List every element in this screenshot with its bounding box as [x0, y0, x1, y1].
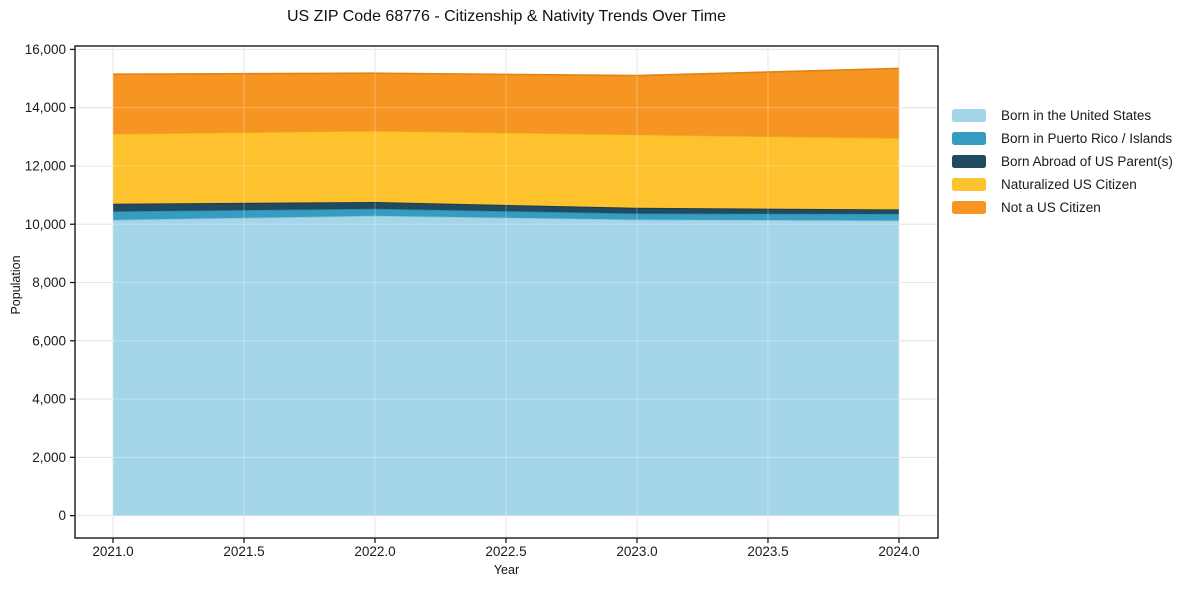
legend-swatch-icon	[952, 201, 986, 214]
y-tick-label: 0	[58, 508, 66, 523]
x-tick-label: 2023.0	[616, 544, 657, 559]
legend-item-born-in-puerto-rico-islands: Born in Puerto Rico / Islands	[952, 127, 1173, 150]
x-axis-label: Year	[493, 563, 520, 577]
area-edge-not-a-us-citizen	[112, 67, 900, 77]
x-tick-label: 2021.5	[223, 544, 264, 559]
legend-item-not-a-us-citizen: Not a US Citizen	[952, 196, 1173, 219]
x-tick-label: 2022.0	[354, 544, 395, 559]
stacked-areas	[112, 67, 900, 516]
area-naturalized-us-citizen	[113, 130, 899, 210]
y-axis-label: Population	[9, 255, 23, 315]
legend-swatch-icon	[952, 155, 986, 168]
y-tick-label: 10,000	[25, 217, 66, 232]
legend-swatch-icon	[952, 109, 986, 122]
legend-item-label: Born in the United States	[1001, 108, 1152, 123]
legend-item-born-in-the-united-states: Born in the United States	[952, 104, 1173, 127]
legend-swatch-icon	[952, 132, 986, 145]
y-tick-label: 2,000	[32, 450, 66, 465]
legend-item-label: Not a US Citizen	[1001, 200, 1101, 215]
x-tick-label: 2021.0	[92, 544, 133, 559]
gridlines-overlay	[75, 46, 938, 538]
area-born-in-the-united-states	[113, 215, 899, 516]
y-tick-label: 16,000	[25, 42, 66, 57]
y-tick-label: 4,000	[32, 392, 66, 407]
y-tick-label: 8,000	[32, 275, 66, 290]
legend-swatch-icon	[952, 178, 986, 191]
legend-item-label: Born in Puerto Rico / Islands	[1001, 131, 1173, 146]
area-born-in-puerto-rico-islands	[113, 208, 899, 221]
legend: Born in the United States Born in Puerto …	[952, 104, 1173, 219]
legend-item-label: Born Abroad of US Parent(s)	[1001, 154, 1173, 169]
x-tick-label: 2023.5	[747, 544, 788, 559]
x-tick-label: 2024.0	[878, 544, 919, 559]
axis-ticks	[70, 48, 900, 543]
chart-title: US ZIP Code 68776 - Citizenship & Nativi…	[287, 8, 726, 25]
y-tick-label: 6,000	[32, 333, 66, 348]
legend-item-born-abroad-of-us-parent-s: Born Abroad of US Parent(s)	[952, 150, 1173, 173]
legend-item-label: Naturalized US Citizen	[1001, 177, 1137, 192]
y-tick-label: 12,000	[25, 158, 66, 173]
x-tick-label: 2022.5	[485, 544, 526, 559]
area-born-abroad-of-us-parent-s	[113, 202, 899, 214]
y-tick-label: 14,000	[25, 100, 66, 115]
legend-item-naturalized-us-citizen: Naturalized US Citizen	[952, 173, 1173, 196]
area-not-a-us-citizen	[113, 68, 899, 138]
